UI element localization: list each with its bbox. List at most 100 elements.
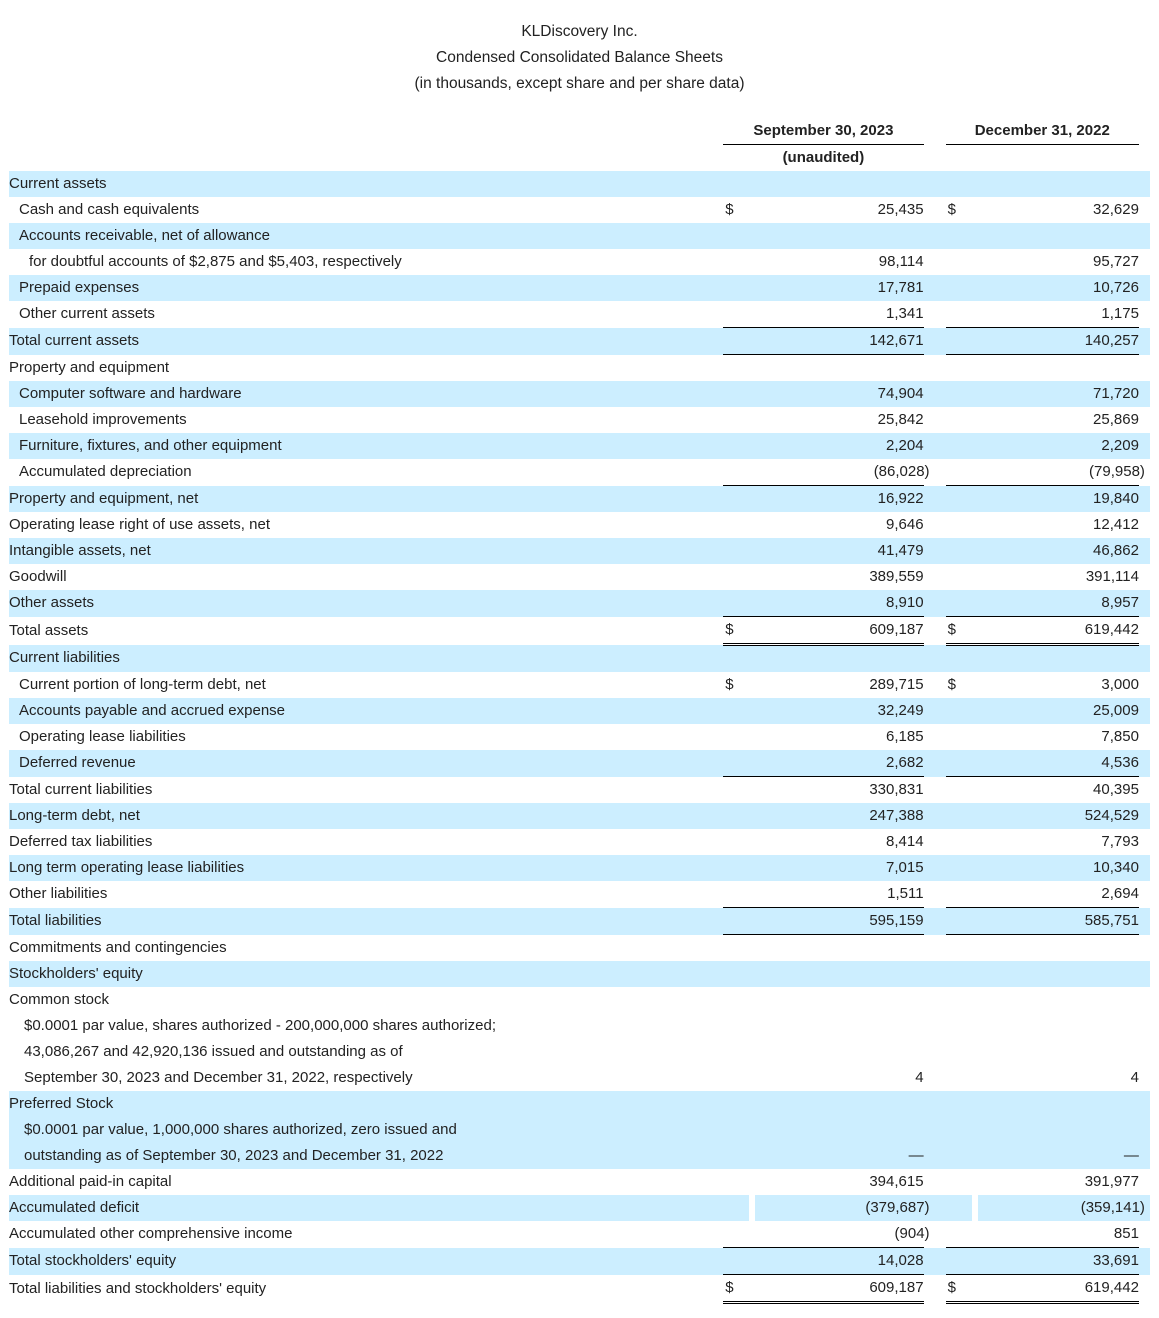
spacer (1139, 197, 1150, 223)
balance-sheet-table: September 30, 2023 December 31, 2022 (un… (9, 118, 1150, 1304)
table-row: Prepaid expenses 17,781 10,726 (9, 275, 1150, 301)
spacer (923, 750, 946, 777)
row-label: Additional paid-in capital (9, 1173, 172, 1190)
document-header: KLDiscovery Inc. Condensed Consolidated … (0, 0, 1159, 97)
table-row: Operating lease liabilities 6,185 7,850 (9, 724, 1150, 750)
value-sep-2023 (749, 1013, 923, 1039)
currency-symbol: $ (947, 201, 956, 218)
spacer (1139, 1065, 1150, 1091)
table-row: Other current assets 1,341 1,175 (9, 301, 1150, 328)
table-row: Furniture, fixtures, and other equipment… (9, 433, 1150, 459)
value-sep-2023: 14,028 (749, 1247, 924, 1275)
value-sep-2023 (749, 355, 923, 382)
value-dec-2022: 4,536 (971, 750, 1139, 777)
table-row: Total current assets 142,671 140,257 (9, 327, 1150, 355)
currency-symbol (723, 249, 749, 275)
currency-symbol (946, 829, 972, 855)
currency-symbol (723, 1117, 750, 1143)
currency-symbol (946, 1013, 972, 1039)
spacer (1139, 249, 1150, 275)
currency-symbol (945, 698, 972, 724)
currency-symbol (945, 1247, 972, 1275)
value-sep-2023: 32,249 (749, 698, 924, 724)
spacer (1138, 223, 1150, 249)
spacer (923, 275, 946, 301)
spacer (923, 1247, 946, 1275)
value-dec-2022: 10,340 (971, 855, 1139, 881)
value-dec-2022 (971, 171, 1139, 197)
column-header-dec-2022: December 31, 2022 (945, 118, 1139, 145)
spacer (924, 987, 946, 1013)
spacer (923, 961, 946, 987)
value-dec-2022 (971, 1091, 1139, 1117)
spacer (1139, 407, 1150, 433)
currency-symbol: $ (725, 201, 734, 218)
spacer (1139, 777, 1150, 804)
currency-symbol (945, 171, 972, 197)
spacer (923, 327, 946, 355)
currency-symbol (723, 935, 749, 962)
spacer (923, 698, 946, 724)
row-label: Total current assets (9, 327, 724, 355)
spacer (1139, 617, 1150, 645)
row-label: Deferred tax liabilities (9, 833, 153, 850)
currency-symbol (946, 564, 972, 590)
value-sep-2023: (904) (894, 1225, 930, 1242)
value-sep-2023: 394,615 (869, 1173, 924, 1190)
currency-symbol (723, 459, 749, 486)
currency-symbol (723, 564, 749, 590)
row-label: Accumulated depreciation (19, 463, 192, 481)
row-label: Accounts payable and accrued expense (9, 698, 724, 724)
currency-symbol (945, 1091, 972, 1117)
spacer (924, 1039, 946, 1065)
spacer (1138, 803, 1150, 829)
row-label: Current assets (9, 171, 724, 197)
currency-symbol (723, 590, 750, 617)
spacer (924, 1065, 946, 1091)
row-label: Furniture, fixtures, and other equipment (9, 433, 724, 459)
spacer (1138, 327, 1150, 355)
currency-symbol (723, 881, 749, 908)
table-row: Cash and cash equivalents $25,435 $32,629 (9, 197, 1150, 223)
currency-symbol (723, 698, 750, 724)
value-dec-2022 (971, 961, 1139, 987)
currency-symbol (723, 485, 750, 512)
currency-symbol (945, 223, 972, 249)
table-row: $0.0001 par value, shares authorized - 2… (9, 1013, 1150, 1039)
value-dec-2022: 619,442 (971, 1274, 1139, 1304)
spacer (923, 433, 946, 459)
currency-symbol (945, 1143, 972, 1169)
currency-symbol (945, 485, 972, 512)
spacer (1139, 672, 1150, 698)
currency-symbol (723, 803, 750, 829)
currency-symbol (723, 433, 750, 459)
table-row: Common stock (9, 987, 1150, 1013)
table-row: Total assets $609,187 $619,442 (9, 616, 1150, 646)
spacer (1139, 1169, 1150, 1195)
spacer (1138, 1247, 1150, 1275)
spacer (924, 355, 946, 382)
table-row: 43,086,267 and 42,920,136 issued and out… (9, 1039, 1150, 1065)
currency-symbol (945, 644, 972, 672)
value-sep-2023: 41,479 (749, 538, 924, 564)
value-dec-2022: 140,257 (971, 327, 1139, 355)
row-label: Property and equipment (9, 358, 170, 376)
value-sep-2023: 595,159 (749, 907, 924, 935)
row-label: Total liabilities (9, 907, 724, 935)
spacer (1139, 355, 1150, 382)
value-dec-2022 (972, 1039, 1139, 1065)
value-sep-2023 (749, 644, 924, 672)
spacer (924, 407, 946, 433)
currency-symbol (723, 1247, 750, 1275)
spacer (924, 672, 946, 698)
row-label: Operating lease right of use assets, net (9, 516, 270, 533)
value-sep-2023: — (749, 1143, 924, 1169)
value-dec-2022: 851 (1113, 1225, 1139, 1242)
value-dec-2022: 391,977 (1084, 1173, 1139, 1190)
value-sep-2023: 2,682 (749, 750, 924, 777)
table-row: Long-term debt, net 247,388 524,529 (9, 803, 1150, 829)
row-label: Accounts receivable, net of allowance (9, 223, 724, 249)
table-row: Other liabilities 1,511 2,694 (9, 881, 1150, 908)
value-dec-2022 (972, 1013, 1139, 1039)
spacer (1139, 935, 1150, 962)
